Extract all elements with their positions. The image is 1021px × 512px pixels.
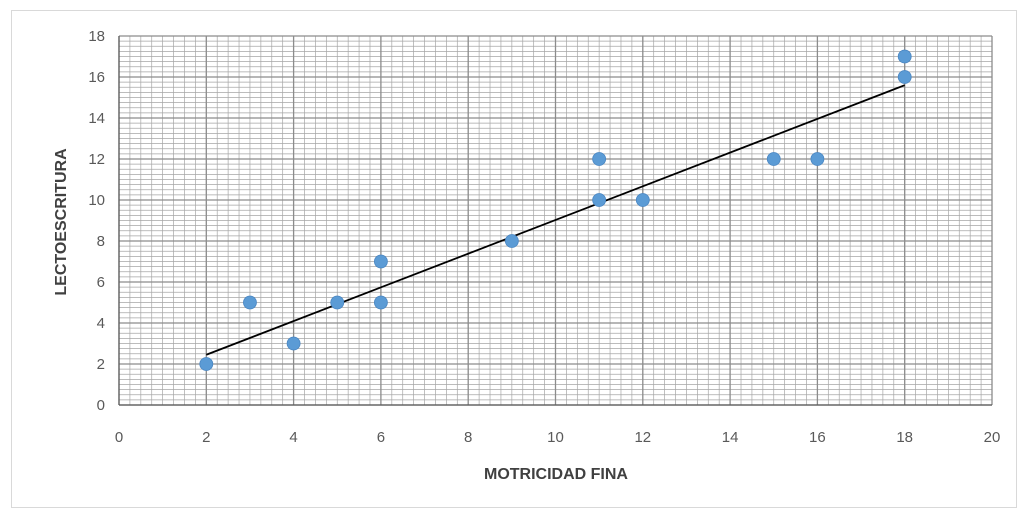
y-tick-label: 14 (88, 110, 105, 127)
data-point (897, 70, 912, 84)
y-tick-label: 0 (97, 397, 105, 414)
data-point (504, 234, 519, 248)
data-point (897, 49, 912, 64)
major-gridlines (118, 35, 993, 406)
x-tick-label: 4 (289, 429, 297, 446)
y-tick-labels: 0 2 4 6 8 10 12 14 16 18 (88, 28, 105, 414)
x-tick-label: 16 (809, 429, 826, 446)
x-tick-label: 6 (377, 429, 385, 446)
data-point (243, 295, 257, 310)
data-point (592, 193, 607, 207)
x-tick-label: 8 (464, 429, 472, 446)
axes (118, 36, 992, 406)
x-tick-label: 20 (984, 429, 1001, 446)
x-tick-label: 12 (634, 429, 651, 446)
y-tick-label: 2 (97, 356, 105, 373)
data-points (199, 49, 912, 371)
trendline-group (205, 84, 906, 356)
y-tick-label: 6 (97, 274, 105, 291)
x-tick-label: 14 (722, 429, 739, 446)
data-point (766, 152, 781, 166)
y-tick-label: 4 (97, 315, 105, 332)
trendline (205, 84, 906, 356)
x-tick-label: 18 (896, 429, 913, 446)
x-tick-labels: 0 2 4 6 8 10 12 14 16 18 20 (115, 429, 1001, 446)
data-point (635, 193, 650, 207)
data-point (330, 295, 345, 310)
chart-frame (11, 10, 1017, 508)
data-point (592, 152, 607, 166)
data-point (373, 254, 388, 269)
x-tick-label: 2 (202, 429, 210, 446)
data-point (373, 295, 388, 310)
y-tick-label: 16 (88, 69, 105, 86)
y-tick-label: 12 (88, 151, 105, 168)
x-tick-label: 0 (115, 429, 123, 446)
y-tick-label: 18 (88, 28, 105, 45)
x-tick-label: 10 (547, 429, 564, 446)
x-axis-title: MOTRICIDAD FINA (484, 466, 628, 483)
y-tick-label: 10 (88, 192, 105, 209)
data-point (286, 336, 301, 351)
y-axis-title: LECTOESCRITURA (53, 148, 70, 296)
data-point (199, 357, 214, 371)
y-tick-label: 8 (97, 233, 105, 250)
data-point (810, 152, 825, 166)
